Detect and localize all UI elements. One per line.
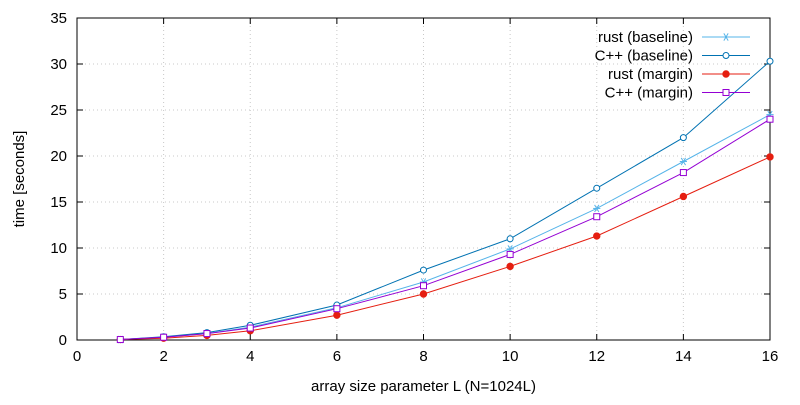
point-marker: [679, 169, 687, 177]
y-tick-label: 15: [50, 194, 67, 211]
point-marker: [116, 336, 124, 344]
series-line: [120, 118, 771, 340]
y-tick-label: 20: [50, 148, 67, 165]
point-marker: [333, 305, 341, 313]
point-marker: [160, 333, 168, 341]
point-marker: [722, 89, 730, 96]
point-marker: [506, 262, 514, 271]
legend-entry: C++ (margin): [605, 85, 750, 102]
point-marker: [593, 184, 601, 192]
point-marker: [593, 213, 601, 221]
x-tick-label: 10: [502, 348, 519, 365]
point-marker: [420, 282, 427, 290]
point-marker: [722, 33, 730, 41]
y-tick-label: 5: [59, 286, 67, 303]
point-marker: [722, 52, 730, 59]
point-marker: [679, 134, 687, 142]
x-tick-label: 8: [419, 348, 427, 365]
legend-label: C++ (baseline): [595, 48, 693, 65]
legend-entry: C++ (baseline): [595, 48, 750, 65]
legend-entry: rust (baseline): [598, 29, 750, 46]
y-tick-label: 30: [50, 56, 67, 73]
asterisk-stroke: [723, 33, 729, 41]
point-marker: [766, 153, 774, 161]
x-tick-label: 4: [246, 348, 254, 365]
y-tick-label: 35: [50, 10, 67, 27]
series-line: [120, 114, 771, 340]
y-tick-label: 10: [50, 240, 67, 257]
legend-label: rust (margin): [608, 66, 693, 83]
series-line: [120, 60, 771, 340]
y-tick-label: 25: [50, 102, 67, 119]
axis-ticks: 0 5 10 15 20 25 30 35 0 2 4 6 8 10 12 14 16: [50, 10, 778, 365]
series-3: [116, 115, 774, 344]
point-marker: [333, 311, 341, 319]
point-marker: [722, 70, 730, 78]
point-marker: [246, 324, 254, 332]
x-tick-label: 2: [159, 348, 167, 365]
point-marker: [593, 232, 601, 240]
legend-label: C++ (margin): [605, 85, 693, 102]
x-tick-label: 14: [675, 348, 692, 365]
series-group: [116, 57, 774, 344]
x-tick-label: 0: [73, 348, 81, 365]
point-marker: [420, 266, 427, 274]
x-tick-label: 16: [762, 348, 779, 365]
x-tick-label: 6: [333, 348, 341, 365]
legend-entry: rust (margin): [608, 66, 750, 83]
asterisk-stroke: [680, 157, 686, 166]
point-marker: [419, 290, 428, 298]
x-axis-label: array size parameter L (N=1024L): [311, 378, 536, 395]
x-tick-label: 12: [588, 348, 605, 365]
point-marker: [593, 204, 601, 213]
point-marker: [679, 157, 687, 166]
legend: rust (baseline) C++ (baseline)rust (margi…: [595, 29, 750, 102]
series-0: [116, 110, 774, 344]
point-marker: [506, 235, 514, 243]
point-marker: [766, 115, 774, 123]
point-marker: [679, 192, 688, 201]
point-marker: [506, 250, 514, 258]
asterisk-stroke: [594, 204, 600, 213]
legend-label: rust (baseline): [598, 29, 693, 46]
point-marker: [203, 330, 211, 338]
point-marker: [766, 57, 774, 65]
y-tick-label: 0: [59, 332, 67, 349]
y-axis-label: time [seconds]: [11, 131, 28, 228]
series-line: [120, 156, 771, 340]
